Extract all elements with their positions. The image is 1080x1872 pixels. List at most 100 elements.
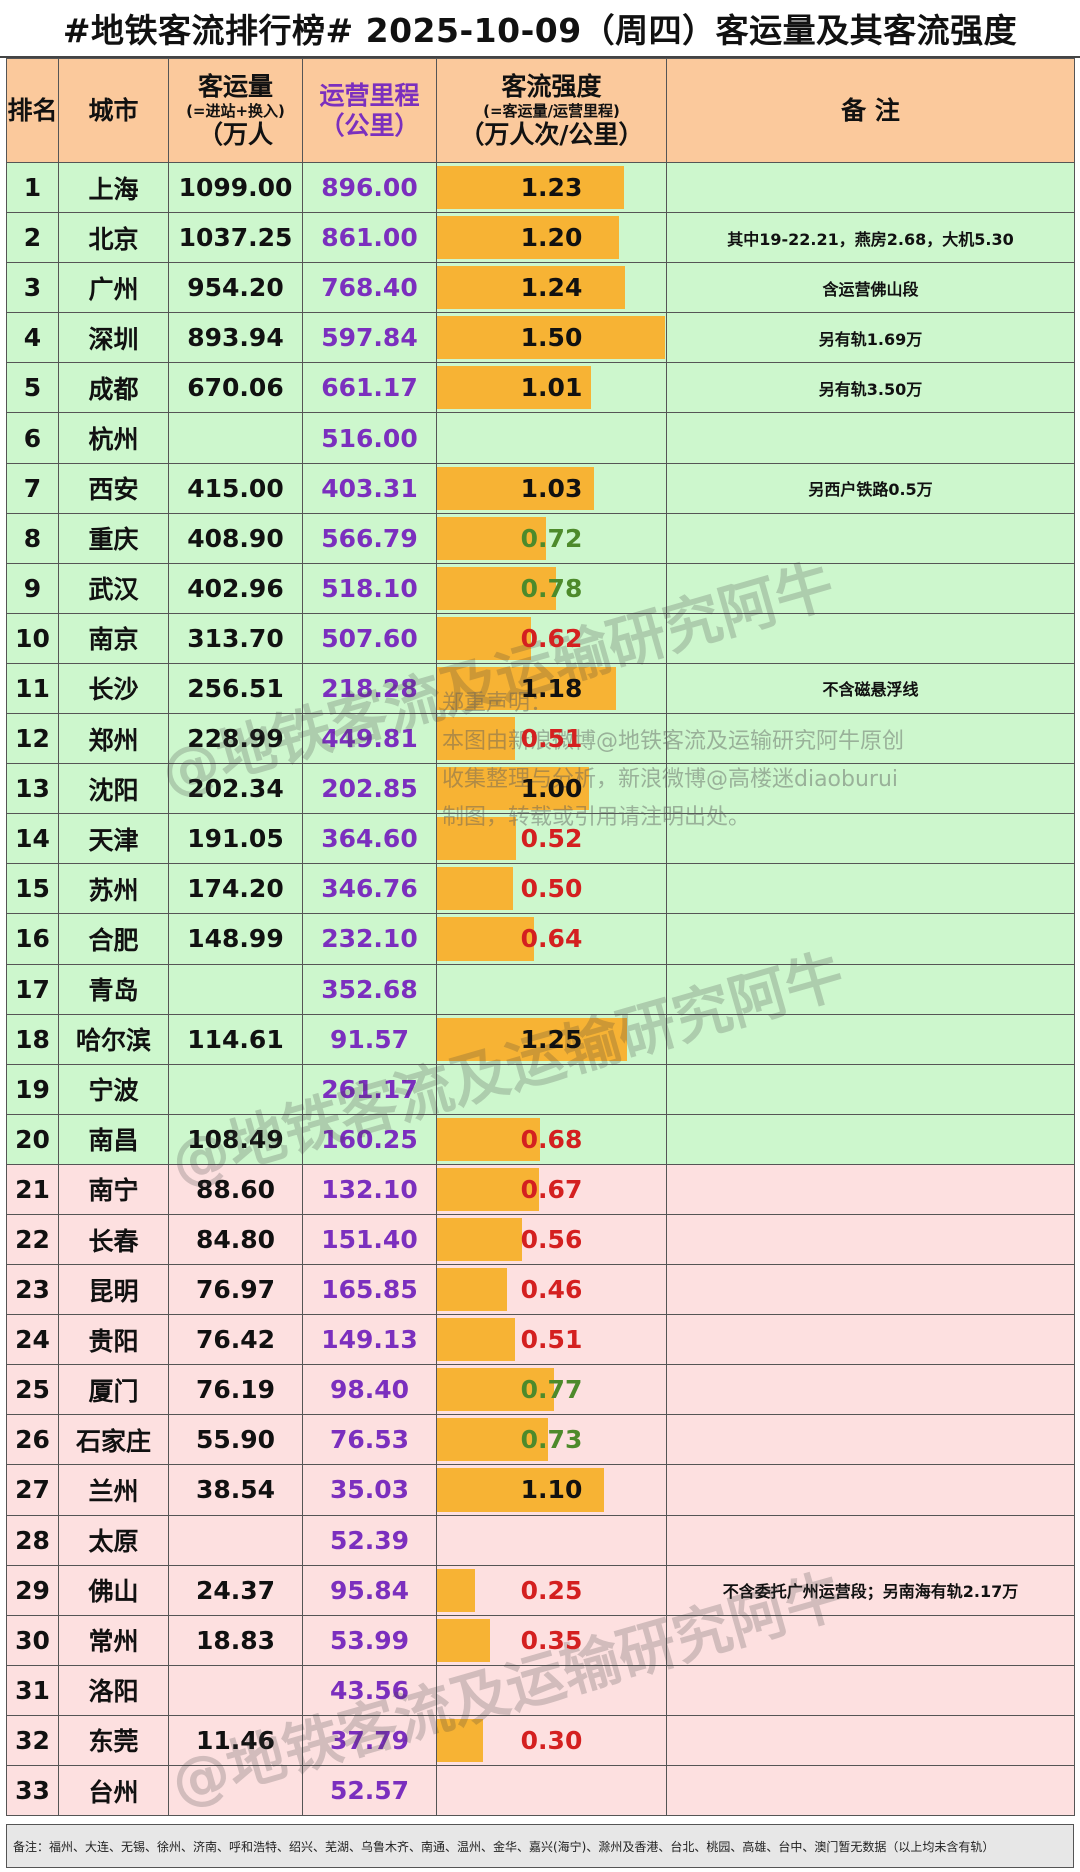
intensity-cell: 1.18 bbox=[436, 662, 667, 715]
intensity-value: 0.51 bbox=[520, 724, 583, 754]
intensity-bar bbox=[437, 1217, 522, 1262]
ridership-cell: 256.51 bbox=[168, 662, 303, 715]
intensity-cell: 1.03 bbox=[436, 462, 667, 514]
intensity-bar bbox=[437, 1167, 539, 1211]
intensity-bar bbox=[437, 1017, 627, 1061]
rank-cell: 29 bbox=[6, 1564, 59, 1616]
table-row: 19 宁波 261.17 bbox=[6, 1063, 1075, 1115]
city-cell: 东莞 bbox=[58, 1714, 169, 1767]
note-cell bbox=[666, 1764, 1075, 1817]
note-cell bbox=[666, 1013, 1075, 1065]
length-cell: 35.03 bbox=[302, 1464, 437, 1516]
table-row: 32 东莞 11.46 37.79 0.30 bbox=[6, 1714, 1075, 1767]
rank-cell: 9 bbox=[6, 562, 59, 614]
intensity-bar bbox=[437, 1568, 475, 1612]
rank-cell: 8 bbox=[6, 512, 59, 564]
city-cell: 成都 bbox=[58, 362, 169, 414]
table-row: 10 南京 313.70 507.60 0.62 bbox=[6, 612, 1075, 664]
table-row: 33 台州 52.57 bbox=[6, 1764, 1075, 1817]
intensity-bar bbox=[437, 166, 624, 210]
ridership-cell: 415.00 bbox=[168, 462, 303, 514]
table-row: 2 北京 1037.25 861.00 1.20 其中19-22.21，燕房2.68，大机… bbox=[6, 212, 1075, 264]
city-cell: 青岛 bbox=[58, 963, 169, 1015]
city-cell: 宁波 bbox=[58, 1063, 169, 1115]
intensity-bar bbox=[437, 717, 515, 761]
note-cell bbox=[666, 1414, 1075, 1466]
intensity-bar bbox=[437, 817, 516, 861]
intensity-bar bbox=[437, 767, 589, 811]
intensity-cell: 0.68 bbox=[436, 1113, 667, 1165]
ridership-cell: 893.94 bbox=[168, 312, 303, 364]
rank-cell: 11 bbox=[6, 662, 59, 715]
intensity-value: 1.10 bbox=[520, 1475, 583, 1505]
intensity-bar bbox=[437, 466, 594, 510]
intensity-bar bbox=[437, 1418, 548, 1462]
ridership-cell: 402.96 bbox=[168, 562, 303, 614]
intensity-cell: 0.30 bbox=[436, 1714, 667, 1767]
city-cell: 兰州 bbox=[58, 1464, 169, 1516]
footnote: 备注：福州、大连、无锡、徐州、济南、呼和浩特、绍兴、芜湖、乌鲁木齐、南通、温州、… bbox=[6, 1824, 1074, 1868]
table-row: 8 重庆 408.90 566.79 0.72 bbox=[6, 512, 1075, 564]
intensity-value: 0.35 bbox=[520, 1625, 583, 1655]
note-cell bbox=[666, 1314, 1075, 1366]
city-cell: 长沙 bbox=[58, 662, 169, 715]
intensity-cell bbox=[436, 963, 667, 1015]
length-cell: 52.57 bbox=[302, 1764, 437, 1817]
note-cell bbox=[666, 1113, 1075, 1165]
rank-cell: 20 bbox=[6, 1113, 59, 1165]
ridership-cell: 408.90 bbox=[168, 512, 303, 564]
city-cell: 台州 bbox=[58, 1764, 169, 1817]
length-cell: 132.10 bbox=[302, 1163, 437, 1215]
intensity-value: 0.64 bbox=[520, 924, 583, 954]
intensity-bar bbox=[437, 516, 546, 560]
intensity-cell: 0.62 bbox=[436, 612, 667, 664]
intensity-bar bbox=[437, 1368, 554, 1412]
intensity-cell: 1.50 bbox=[436, 312, 667, 364]
intensity-value: 1.20 bbox=[520, 223, 583, 253]
rank-cell: 22 bbox=[6, 1213, 59, 1266]
ridership-cell: 670.06 bbox=[168, 362, 303, 414]
city-cell: 苏州 bbox=[58, 863, 169, 915]
ridership-cell: 202.34 bbox=[168, 763, 303, 815]
city-cell: 重庆 bbox=[58, 512, 169, 564]
rank-cell: 16 bbox=[6, 913, 59, 965]
note-cell bbox=[666, 813, 1075, 865]
note-cell bbox=[666, 763, 1075, 815]
intensity-value: 0.30 bbox=[520, 1725, 583, 1755]
length-cell: 160.25 bbox=[302, 1113, 437, 1165]
city-cell: 昆明 bbox=[58, 1264, 169, 1316]
note-cell bbox=[666, 1514, 1075, 1566]
city-cell: 西安 bbox=[58, 462, 169, 514]
city-cell: 太原 bbox=[58, 1514, 169, 1566]
intensity-cell: 1.25 bbox=[436, 1013, 667, 1065]
city-cell: 郑州 bbox=[58, 713, 169, 765]
intensity-value: 1.25 bbox=[520, 1024, 583, 1054]
length-cell: 861.00 bbox=[302, 212, 437, 264]
ridership-cell: 76.97 bbox=[168, 1264, 303, 1316]
ridership-cell: 76.42 bbox=[168, 1314, 303, 1366]
rank-cell: 14 bbox=[6, 813, 59, 865]
length-cell: 149.13 bbox=[302, 1314, 437, 1366]
intensity-cell: 1.00 bbox=[436, 763, 667, 815]
rank-cell: 18 bbox=[6, 1013, 59, 1065]
ridership-cell: 191.05 bbox=[168, 813, 303, 865]
rank-cell: 12 bbox=[6, 713, 59, 765]
rank-cell: 32 bbox=[6, 1714, 59, 1767]
note-cell: 其中19-22.21，燕房2.68，大机5.30 bbox=[666, 212, 1075, 264]
length-cell: 151.40 bbox=[302, 1213, 437, 1266]
note-cell bbox=[666, 1464, 1075, 1516]
length-cell: 768.40 bbox=[302, 262, 437, 314]
rank-cell: 31 bbox=[6, 1664, 59, 1716]
intensity-value: 1.03 bbox=[520, 473, 583, 503]
table-row: 23 昆明 76.97 165.85 0.46 bbox=[6, 1264, 1075, 1316]
intensity-bar bbox=[437, 216, 619, 260]
length-cell: 53.99 bbox=[302, 1614, 437, 1666]
intensity-cell: 0.73 bbox=[436, 1414, 667, 1466]
intensity-value: 1.01 bbox=[520, 373, 583, 403]
table-body: 1 上海 1099.00 896.00 1.23 2 北京 1037.25 861.00 1.20… bbox=[6, 161, 1075, 1817]
intensity-bar bbox=[437, 1718, 483, 1762]
city-cell: 杭州 bbox=[58, 412, 169, 464]
ridership-cell: 108.49 bbox=[168, 1113, 303, 1165]
intensity-cell bbox=[436, 1664, 667, 1716]
intensity-cell: 0.56 bbox=[436, 1213, 667, 1266]
